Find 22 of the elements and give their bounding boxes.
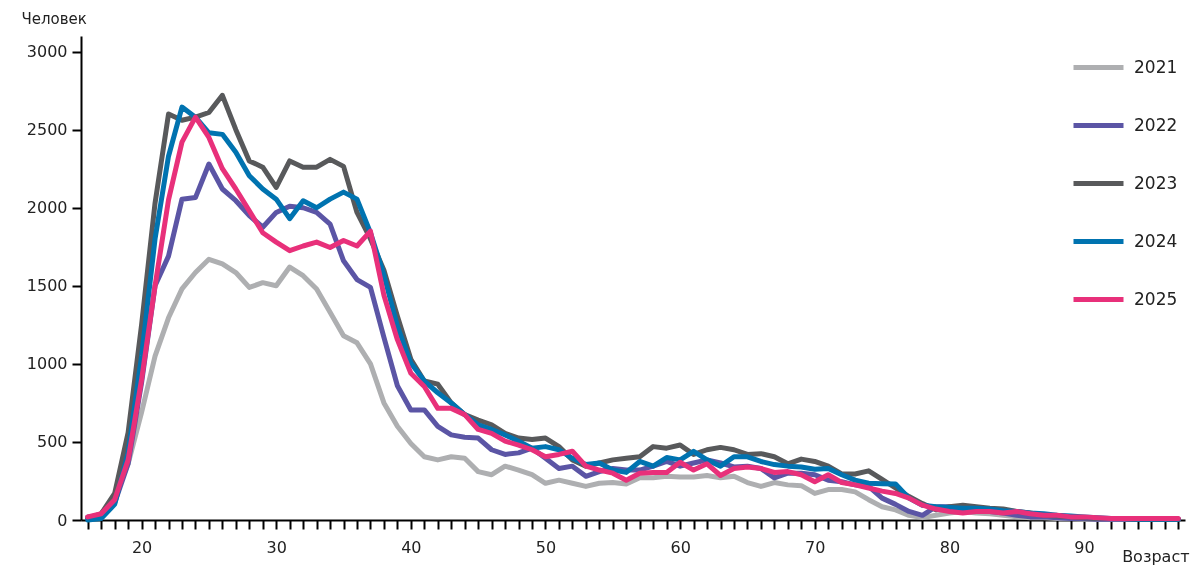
y-tick-label: 1500 (26, 276, 68, 296)
legend-label: 2025 (1134, 288, 1178, 309)
x-tick-label: 30 (266, 537, 287, 557)
x-axis-title: Возраст (1122, 546, 1190, 566)
legend-label: 2022 (1134, 114, 1178, 135)
y-tick-label: 1000 (26, 354, 68, 374)
y-tick-label: 3000 (26, 42, 68, 62)
y-tick-label: 0 (57, 510, 68, 530)
x-tick-label: 90 (1074, 537, 1095, 557)
y-axis-title: Человек (21, 9, 87, 28)
x-tick-label: 20 (131, 537, 153, 557)
x-tick-label: 70 (805, 537, 826, 557)
x-tick-label: 60 (670, 537, 691, 557)
legend-label: 2024 (1134, 230, 1178, 251)
y-tick-label: 2500 (26, 120, 68, 140)
y-tick-label: 500 (36, 432, 68, 452)
x-tick-label: 50 (535, 537, 557, 557)
x-tick-label: 40 (401, 537, 422, 557)
legend-label: 2023 (1134, 172, 1178, 193)
x-tick-label: 80 (939, 537, 961, 557)
legend-label: 2021 (1134, 56, 1178, 77)
y-tick-label: 2000 (26, 198, 68, 218)
